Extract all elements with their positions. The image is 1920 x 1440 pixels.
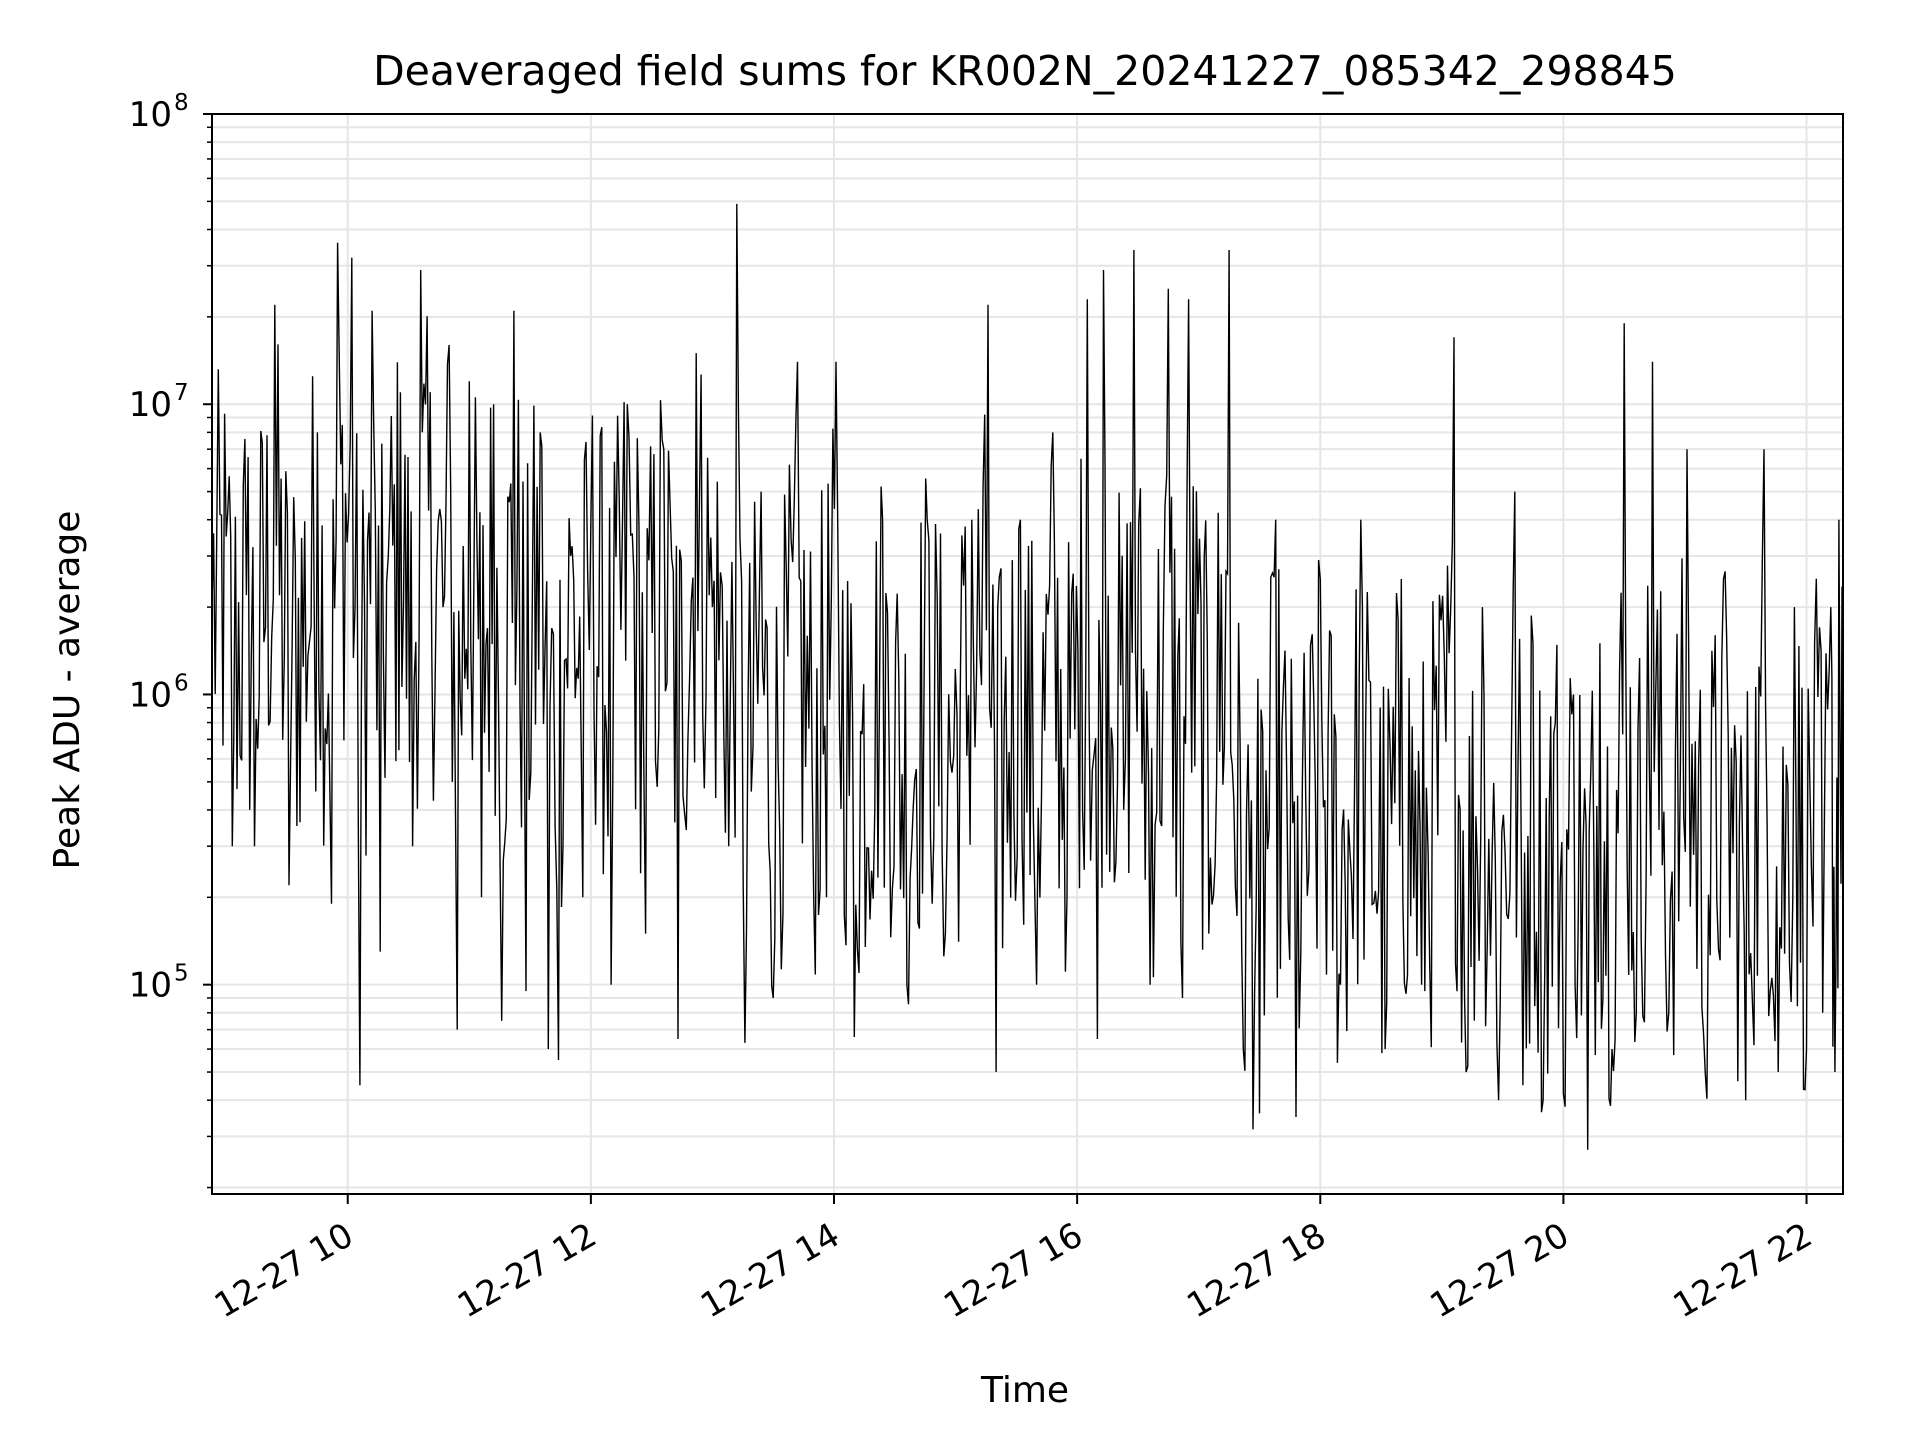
y-tick-exponent: 6 xyxy=(174,670,189,696)
y-tick-label: 10 xyxy=(129,385,172,425)
y-tick-label: 10 xyxy=(129,675,172,715)
y-tick-label: 10 xyxy=(129,95,172,135)
chart-title: Deaveraged field sums for KR002N_2024122… xyxy=(373,47,1677,95)
y-axis-label: Peak ADU - average xyxy=(47,511,88,870)
plot-area xyxy=(211,203,1844,1150)
y-tick-exponent: 5 xyxy=(174,961,189,987)
y-tick-exponent: 7 xyxy=(174,380,189,406)
axes-frame xyxy=(211,113,1844,1195)
x-axis-label: Time xyxy=(980,1370,1069,1411)
series-line xyxy=(211,203,1844,1150)
y-tick-label: 10 xyxy=(129,966,172,1006)
y-tick-exponent: 8 xyxy=(174,90,189,116)
